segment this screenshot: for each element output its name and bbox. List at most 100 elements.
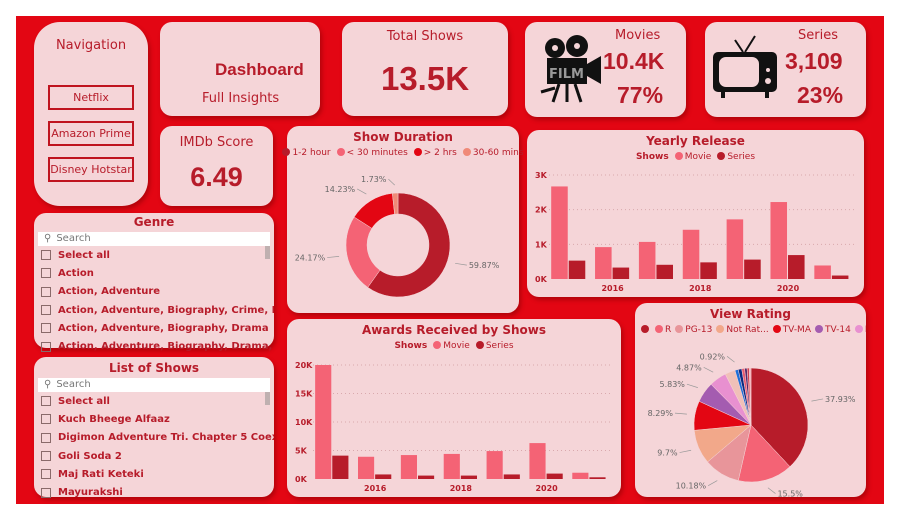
genre-item[interactable]: Action, Adventure, Biography, Drama, His…	[34, 337, 274, 355]
genre-item[interactable]: Select all	[34, 246, 274, 264]
legend-item[interactable]: < 30 minutes	[336, 148, 408, 158]
data-label: 8.29%	[648, 409, 674, 418]
x-tick-label: 2020	[535, 484, 558, 493]
checkbox[interactable]	[41, 341, 51, 352]
series-label: Series	[798, 28, 838, 43]
legend-item[interactable]: Not Rat...	[716, 325, 769, 335]
checkbox[interactable]	[41, 414, 51, 425]
legend-dot	[772, 325, 781, 333]
x-tick-label: 2016	[601, 284, 624, 293]
checkbox[interactable]	[41, 469, 51, 480]
show-item-label: Select all	[58, 395, 110, 407]
legend-dot	[716, 325, 725, 333]
view-rating-chart: View Rating R PG-13 Not Rat... TV-MA TV-14 PG…	[635, 303, 866, 499]
checkbox[interactable]	[41, 286, 51, 297]
genre-item[interactable]: Action, Adventure, Biography, Drama	[34, 319, 274, 337]
show-item[interactable]: Digimon Adventure Tri. Chapter 5 Coexist…	[34, 429, 274, 447]
genre-item[interactable]: Action	[34, 264, 274, 282]
legend-item[interactable]: TV-14	[814, 325, 851, 335]
data-label: 1.73%	[361, 175, 387, 184]
checkbox[interactable]	[41, 432, 51, 443]
legend-item[interactable]: Movie	[433, 341, 470, 351]
leader-line	[679, 449, 692, 453]
checkbox[interactable]	[41, 487, 51, 498]
total-shows-value: 13.5K	[380, 60, 470, 97]
show-item[interactable]: Kuch Bheege Alfaaz	[34, 410, 274, 428]
legend-item[interactable]: R	[655, 325, 671, 335]
imdb-value: 6.49	[190, 162, 243, 192]
checkbox[interactable]	[41, 323, 51, 334]
movies-card: FILM Movies 10.4K 77%	[525, 22, 686, 117]
leader-line	[767, 487, 776, 494]
chart-title: Show Duration	[353, 130, 453, 144]
legend-item[interactable]: TV-MA	[772, 325, 811, 335]
legend-label: PG-13	[685, 325, 713, 335]
legend-label: Movie	[684, 152, 712, 162]
legend-item[interactable]: PG	[854, 325, 866, 335]
leader-line	[388, 178, 395, 186]
bar-chart: 0K 1K 2K 3K 2016 2018 2020	[535, 171, 856, 293]
legend-item[interactable]: 1-2 hour	[282, 148, 331, 158]
bar-movie-2020	[529, 443, 546, 479]
genre-search-input[interactable]: ⚲ Search	[38, 232, 270, 246]
legend-item[interactable]: Series	[475, 341, 514, 351]
genre-scrollbar[interactable]	[265, 246, 270, 259]
shows-scrollbar[interactable]	[265, 392, 270, 405]
legend-dot	[674, 152, 683, 160]
series-value: 3,109	[785, 48, 843, 74]
show-item[interactable]: Select all	[34, 392, 274, 410]
data-label: 14.23%	[325, 185, 356, 194]
nav-netflix-button[interactable]: Netflix	[48, 85, 134, 110]
chart-title: Awards Received by Shows	[361, 323, 547, 337]
genre-item-label: Select all	[58, 249, 110, 261]
donut-chart: 59.87% 24.17% 14.23% 1.73%	[295, 175, 500, 298]
leader-line	[726, 356, 735, 363]
legend-item[interactable]: PG-13	[675, 325, 712, 335]
data-label: 59.87%	[469, 261, 500, 270]
chart-title: View Rating	[710, 307, 791, 321]
bar-series-2021	[589, 477, 606, 479]
legend-item[interactable]	[641, 325, 651, 335]
legend-item[interactable]: 30-60 mins	[462, 148, 524, 158]
checkbox[interactable]	[41, 451, 51, 462]
show-item[interactable]: Goli Soda 2	[34, 447, 274, 465]
leader-line	[811, 398, 824, 402]
show-item[interactable]: Maj Rati Keteki	[34, 465, 274, 483]
shows-search-input[interactable]: ⚲ Search	[38, 378, 270, 392]
checkbox[interactable]	[41, 305, 51, 316]
bar-series-2017	[418, 475, 435, 479]
legend-label: > 2 hrs	[423, 148, 457, 158]
legend-dot	[475, 341, 484, 349]
checkbox[interactable]	[41, 396, 51, 407]
chart-legend: 1-2 hour < 30 minutes > 2 hrs 30-60 mins	[282, 148, 524, 158]
genre-item[interactable]: Action, Adventure	[34, 283, 274, 301]
imdb-label: IMDb Score	[179, 135, 254, 150]
nav-disney-hotstar-button[interactable]: Disney Hotstar	[48, 157, 134, 182]
genre-item[interactable]: Action, Adventure, Biography, Crime, Fan…	[34, 301, 274, 319]
legend-item[interactable]: Series	[717, 152, 755, 162]
y-tick-label: 15K	[295, 390, 313, 399]
legend-item[interactable]: Movie	[674, 152, 712, 162]
movies-label: Movies	[615, 28, 661, 43]
legend-label: R	[665, 325, 672, 335]
show-item[interactable]: Mayurakshi	[34, 483, 274, 501]
genre-title: Genre	[133, 215, 175, 229]
checkbox[interactable]	[41, 250, 51, 261]
bar-movie-2019	[486, 451, 503, 479]
checkbox[interactable]	[41, 268, 51, 279]
legend-title: Shows	[635, 152, 669, 162]
awards-chart: Awards Received by Shows Shows Movie Serie…	[287, 319, 621, 497]
total-shows-card: Total Shows 13.5K	[342, 22, 508, 116]
show-item-label: Mayurakshi	[58, 487, 123, 499]
slice-other	[748, 367, 752, 426]
slice-< 30 minutes	[345, 216, 381, 288]
bar-series-2017	[656, 264, 673, 279]
legend-dot	[462, 148, 471, 156]
shows-list: Select all Kuch Bheege Alfaaz Digimon Ad…	[34, 392, 274, 502]
bar-movie-2017	[638, 241, 656, 279]
genre-slicer: Genre ⚲ Search Select all Action Action, …	[34, 213, 274, 352]
leader-line	[707, 480, 718, 486]
legend-item[interactable]: > 2 hrs	[413, 148, 457, 158]
nav-amazon-prime-button[interactable]: Amazon Prime	[48, 121, 134, 146]
data-label: 10.18%	[676, 482, 707, 491]
